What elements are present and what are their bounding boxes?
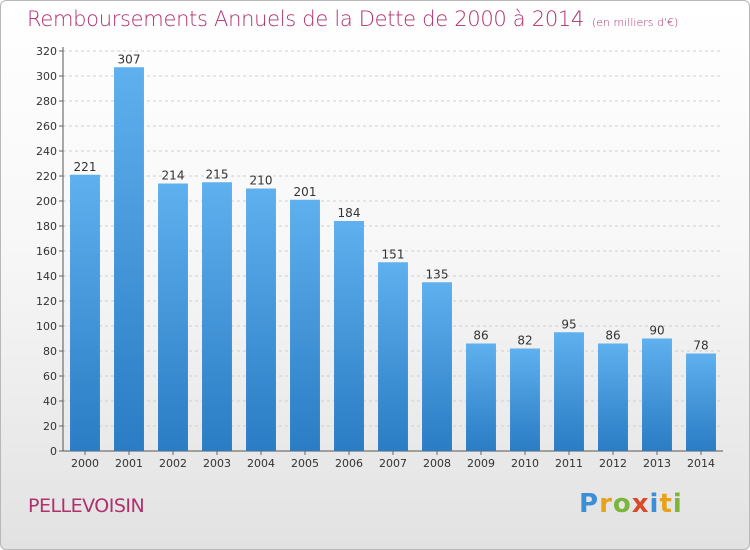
y-tick-label: 220 <box>36 170 57 183</box>
data-label-2009: 86 <box>473 329 488 343</box>
y-tick-label: 80 <box>43 345 57 358</box>
chart-title-text: Remboursements Annuels de la Dette de 20… <box>27 7 584 31</box>
logo-letter: r <box>599 489 613 519</box>
x-tick-label-2002: 2002 <box>159 457 187 470</box>
bar-2011 <box>554 332 584 451</box>
data-label-2004: 210 <box>250 174 273 188</box>
bar-2013 <box>642 338 672 451</box>
data-label-2012: 86 <box>605 329 620 343</box>
chart-title: Remboursements Annuels de la Dette de 20… <box>27 7 678 31</box>
data-label-2013: 90 <box>649 324 664 338</box>
commune-name: PELLEVOISIN <box>28 495 145 517</box>
y-tick-label: 260 <box>36 120 57 133</box>
data-label-2011: 95 <box>561 317 576 331</box>
y-tick-label: 120 <box>36 295 57 308</box>
y-tick-label: 160 <box>36 245 57 258</box>
data-label-2002: 214 <box>162 169 185 183</box>
logo-letter: P <box>579 489 600 519</box>
x-tick-label-2014: 2014 <box>687 457 715 470</box>
bar-2001 <box>114 67 144 451</box>
y-tick-label: 100 <box>36 320 57 333</box>
y-tick-label: 200 <box>36 195 57 208</box>
x-tick-label-2012: 2012 <box>599 457 627 470</box>
data-label-2000: 221 <box>74 160 97 174</box>
data-label-2007: 151 <box>382 247 405 261</box>
y-tick-label: 240 <box>36 145 57 158</box>
bar-2005 <box>290 199 320 451</box>
bar-2007 <box>378 262 408 451</box>
x-tick-label-2004: 2004 <box>247 457 275 470</box>
x-tick-label-2003: 2003 <box>203 457 231 470</box>
x-tick-label-2006: 2006 <box>335 457 363 470</box>
y-tick-label: 20 <box>43 420 57 433</box>
bar-2008 <box>422 282 452 451</box>
x-tick-label-2001: 2001 <box>115 457 143 470</box>
data-label-2003: 215 <box>206 167 229 181</box>
bar-2004 <box>246 188 276 451</box>
y-tick-label: 40 <box>43 395 57 408</box>
logo-letter: t <box>659 489 673 519</box>
y-tick-label: 60 <box>43 370 57 383</box>
bar-2010 <box>510 348 540 451</box>
chart-unit-note: (en milliers d'€) <box>592 16 679 29</box>
y-tick-label: 140 <box>36 270 57 283</box>
bar-2000 <box>70 174 100 451</box>
data-label-2001: 307 <box>118 52 141 66</box>
x-tick-label-2011: 2011 <box>555 457 583 470</box>
logo-letter: x <box>631 489 650 519</box>
bar-2006 <box>334 221 364 451</box>
bar-2003 <box>202 182 232 451</box>
x-tick-label-2009: 2009 <box>467 457 495 470</box>
y-tick-label: 280 <box>36 95 57 108</box>
x-tick-label-2010: 2010 <box>511 457 539 470</box>
bar-2014 <box>686 353 716 451</box>
logo-letter: i <box>672 489 683 519</box>
x-tick-label-2013: 2013 <box>643 457 671 470</box>
data-label-2014: 78 <box>693 339 708 353</box>
data-label-2005: 201 <box>294 185 317 199</box>
x-tick-label-2000: 2000 <box>71 457 99 470</box>
proxiti-logo: Proxiti <box>579 489 683 519</box>
y-tick-label: 0 <box>50 445 57 458</box>
data-label-2008: 135 <box>426 267 449 281</box>
logo-letter: o <box>612 489 632 519</box>
x-tick-label-2007: 2007 <box>379 457 407 470</box>
bar-2012 <box>598 343 628 451</box>
bar-2009 <box>466 343 496 451</box>
bar-2002 <box>158 183 188 451</box>
y-tick-label: 300 <box>36 70 57 83</box>
data-label-2006: 184 <box>338 206 361 220</box>
x-tick-label-2005: 2005 <box>291 457 319 470</box>
y-tick-label: 180 <box>36 220 57 233</box>
y-tick-label: 320 <box>36 45 57 58</box>
data-label-2010: 82 <box>517 334 532 348</box>
x-tick-label-2008: 2008 <box>423 457 451 470</box>
logo-letter: i <box>649 489 660 519</box>
